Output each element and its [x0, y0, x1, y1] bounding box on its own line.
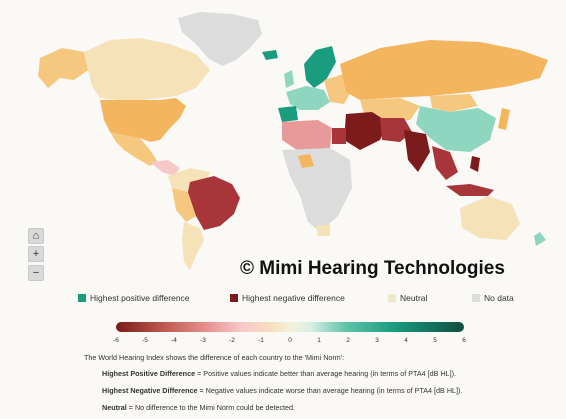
legend-positive-swatch [78, 294, 86, 302]
legend-no-data-swatch [472, 294, 480, 302]
scale-tick: 3 [375, 337, 379, 344]
region-egypt[interactable] [332, 128, 346, 144]
scale-tick: 6 [462, 337, 466, 344]
note-negative-bold: Highest Negative Difference [102, 386, 198, 395]
region-china[interactable] [416, 106, 496, 152]
region-russia[interactable] [340, 40, 548, 100]
legend-neutral: Neutral [388, 293, 427, 303]
region-indonesia[interactable] [446, 184, 494, 196]
note-negative: Highest Negative Difference = Negative v… [102, 386, 462, 395]
region-africa[interactable] [282, 148, 352, 232]
region-usa[interactable] [100, 98, 186, 142]
legend-negative: Highest negative difference [230, 293, 345, 303]
region-western-europe[interactable] [286, 86, 330, 110]
legend-neutral-swatch [388, 294, 396, 302]
region-canada[interactable] [84, 38, 210, 100]
color-scale-bar [116, 322, 464, 332]
note-neutral-text: = No difference to the Mimi Norm could b… [126, 403, 296, 412]
legend-no-data-label: No data [484, 293, 514, 303]
region-alaska[interactable] [38, 48, 88, 88]
note-intro: The World Hearing Index shows the differ… [84, 353, 345, 362]
region-iceland[interactable] [262, 50, 278, 60]
zoom-in-button[interactable]: + [28, 246, 44, 262]
scale-tick: -6 [113, 337, 119, 344]
region-southeast-asia[interactable] [432, 146, 458, 180]
home-icon[interactable]: ⌂ [28, 228, 44, 244]
region-argentina[interactable] [182, 222, 204, 270]
legend-positive-label: Highest positive difference [90, 293, 190, 303]
scale-tick: 2 [346, 337, 350, 344]
scale-tick: -2 [229, 337, 235, 344]
legend-negative-swatch [230, 294, 238, 302]
note-negative-text: = Negative values indicate worse than av… [197, 386, 463, 395]
scale-tick: 0 [288, 337, 292, 344]
region-brazil[interactable] [186, 176, 240, 230]
note-neutral-bold: Neutral [102, 403, 127, 412]
world-map[interactable] [0, 0, 566, 290]
note-neutral: Neutral = No difference to the Mimi Norm… [102, 403, 295, 412]
region-australia[interactable] [460, 196, 520, 240]
region-mexico[interactable] [110, 132, 158, 166]
region-india[interactable] [404, 130, 430, 172]
note-positive: Highest Positive Difference = Positive v… [102, 369, 456, 378]
region-iran-pakistan[interactable] [380, 118, 412, 142]
region-central-america[interactable] [150, 160, 180, 176]
scale-tick: 1 [317, 337, 321, 344]
legend-negative-label: Highest negative difference [242, 293, 345, 303]
note-positive-text: = Positive values indicate better than a… [195, 369, 457, 378]
region-scandinavia[interactable] [304, 46, 336, 88]
region-greenland[interactable] [178, 12, 262, 66]
region-new-zealand[interactable] [534, 232, 546, 246]
region-south-africa[interactable] [316, 224, 330, 236]
legend-neutral-label: Neutral [400, 293, 428, 303]
region-mongolia[interactable] [430, 94, 478, 112]
scale-tick: 5 [433, 337, 437, 344]
scale-tick: 4 [404, 337, 408, 344]
region-peru-bolivia[interactable] [172, 188, 196, 222]
scale-tick: -3 [200, 337, 206, 344]
region-iberia[interactable] [278, 106, 298, 122]
region-japan[interactable] [498, 108, 510, 130]
region-nigeria[interactable] [298, 154, 314, 168]
legend-positive: Highest positive difference [78, 293, 190, 303]
region-middle-east[interactable] [344, 112, 388, 150]
scale-tick: -1 [258, 337, 264, 344]
note-positive-bold: Highest Positive Difference [102, 369, 196, 378]
legend-no-data: No data [472, 293, 514, 303]
region-uk[interactable] [284, 70, 294, 88]
zoom-out-button[interactable]: − [28, 265, 44, 281]
scale-tick: -4 [171, 337, 177, 344]
scale-tick: -5 [142, 337, 148, 344]
region-north-africa[interactable] [282, 120, 332, 152]
watermark: © Mimi Hearing Technologies [240, 258, 505, 279]
region-philippines[interactable] [470, 156, 480, 172]
